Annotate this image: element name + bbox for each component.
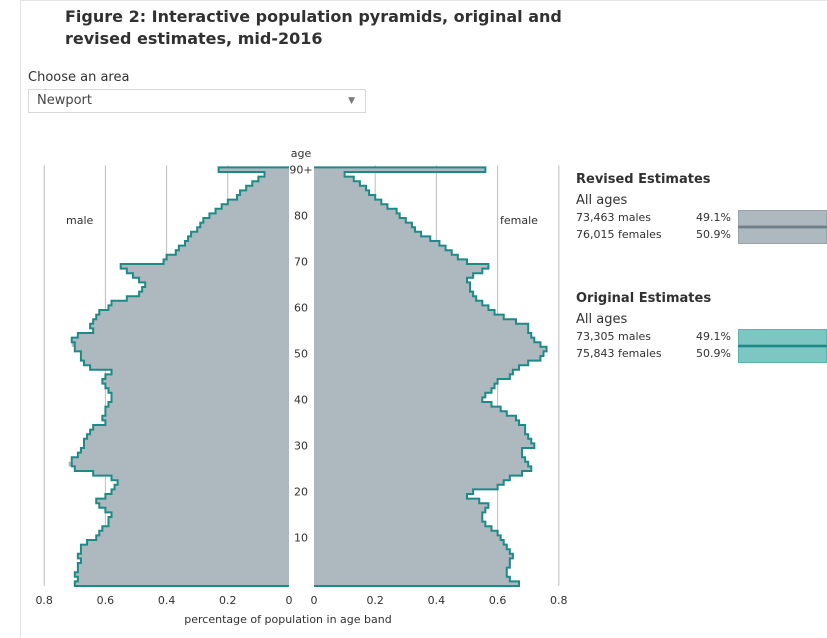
legend-original-females-pct: 50.9% [696, 347, 731, 360]
male-x-tick-label: 0 [286, 594, 293, 607]
legend-revised-males-pct: 49.1% [696, 211, 731, 224]
legend-original-males-pct: 49.1% [696, 330, 731, 343]
female-x-tick-label: 0.4 [428, 594, 446, 607]
male-x-tick-label: 0.6 [97, 594, 115, 607]
legend-original-males: 73,305 males [576, 330, 651, 343]
male-x-tick-label: 0.4 [158, 594, 176, 607]
male-side-label: male [66, 214, 94, 227]
legend-original-male-swatch [738, 329, 827, 345]
age-axis-label: age [291, 147, 312, 160]
age-tick-label: 50 [294, 348, 308, 361]
female-x-tick-label: 0.2 [366, 594, 384, 607]
female-side-label: female [500, 214, 538, 227]
legend-original-females: 75,843 females [576, 347, 662, 360]
legend-original-divider [738, 345, 827, 347]
legend-revised-title: Revised Estimates [576, 172, 711, 187]
legend-revised-female-swatch [738, 228, 827, 244]
age-tick-label: 60 [294, 302, 308, 315]
age-tick-label: 80 [294, 210, 308, 223]
legend-original-female-swatch [738, 347, 827, 363]
age-tick-label: 90+ [289, 164, 312, 177]
age-tick-label: 30 [294, 440, 308, 453]
male-revised-area [69, 167, 289, 586]
legend-revised-females: 76,015 females [576, 228, 662, 241]
legend-revised-subtitle: All ages [576, 193, 627, 208]
age-tick-label: 20 [294, 486, 308, 499]
female-revised-area [314, 167, 547, 586]
age-tick-label: 40 [294, 394, 308, 407]
legend-original-title: Original Estimates [576, 291, 711, 306]
female-x-tick-label: 0 [311, 594, 318, 607]
male-x-tick-label: 0.2 [219, 594, 237, 607]
age-tick-label: 10 [294, 532, 308, 545]
x-axis-label: percentage of population in age band [184, 613, 391, 626]
legend-revised-males: 73,463 males [576, 211, 651, 224]
female-x-tick-label: 0.8 [550, 594, 568, 607]
female-x-tick-label: 0.6 [489, 594, 507, 607]
male-x-tick-label: 0.8 [35, 594, 53, 607]
age-tick-label: 70 [294, 256, 308, 269]
legend-revised-male-swatch [738, 210, 827, 226]
legend-revised-females-pct: 50.9% [696, 228, 731, 241]
legend-original-subtitle: All ages [576, 312, 627, 327]
legend-revised-divider [738, 226, 827, 228]
